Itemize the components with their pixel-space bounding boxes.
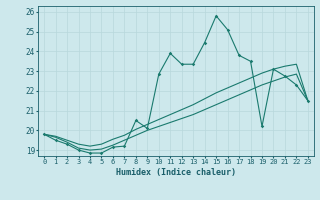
X-axis label: Humidex (Indice chaleur): Humidex (Indice chaleur) <box>116 168 236 177</box>
